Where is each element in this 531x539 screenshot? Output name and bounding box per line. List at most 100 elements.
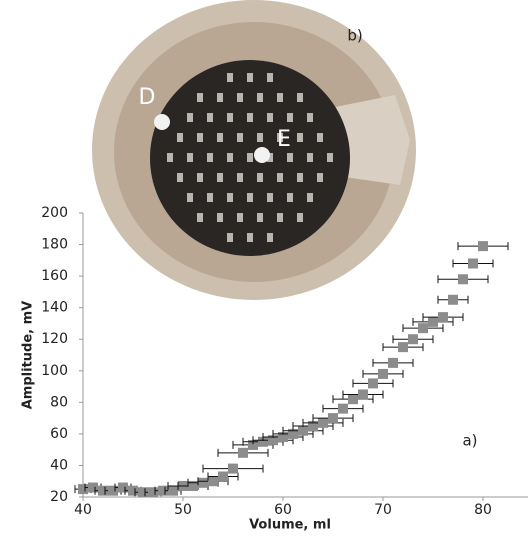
pin xyxy=(237,93,243,102)
marker xyxy=(418,323,428,334)
pin xyxy=(177,133,183,142)
pin xyxy=(197,173,203,182)
marker xyxy=(238,447,248,458)
pin xyxy=(177,173,183,182)
pin xyxy=(277,213,283,222)
pin xyxy=(287,113,293,122)
marker xyxy=(278,432,288,443)
marker xyxy=(218,471,228,482)
pin xyxy=(287,193,293,202)
x-tick-label: 80 xyxy=(474,502,492,518)
y-tick-label: 40 xyxy=(50,457,68,473)
pin xyxy=(257,173,263,182)
marker xyxy=(398,342,408,353)
pin xyxy=(207,193,213,202)
y-tick-label: 120 xyxy=(41,331,68,347)
marker xyxy=(108,485,118,496)
marker xyxy=(88,482,98,493)
pin xyxy=(227,73,233,82)
marker xyxy=(128,485,138,496)
pin xyxy=(277,93,283,102)
marker xyxy=(348,394,358,405)
pin xyxy=(307,113,313,122)
marker xyxy=(168,485,178,496)
pin xyxy=(237,173,243,182)
y-axis-label: Amplitude, mV xyxy=(21,301,36,410)
marker xyxy=(228,463,238,474)
x-axis-label: Volume, ml xyxy=(249,518,331,533)
pin xyxy=(197,133,203,142)
pin xyxy=(267,193,273,202)
pin xyxy=(197,93,203,102)
x-tick-label: 60 xyxy=(274,502,292,518)
y-tick-label: 200 xyxy=(41,205,68,221)
pin xyxy=(267,73,273,82)
x-tick-label: 40 xyxy=(74,502,92,518)
pins xyxy=(167,73,333,242)
pin xyxy=(257,213,263,222)
panel-label: b) xyxy=(347,27,362,45)
pin xyxy=(217,93,223,102)
pin xyxy=(257,133,263,142)
pin xyxy=(237,213,243,222)
pin xyxy=(267,233,273,242)
pin xyxy=(167,153,173,162)
y-tick-label: 160 xyxy=(41,268,68,284)
marker xyxy=(188,480,198,491)
marker xyxy=(148,487,158,498)
marker xyxy=(378,368,388,379)
marker xyxy=(438,312,448,323)
y-tick-label: 60 xyxy=(50,426,68,442)
marker xyxy=(458,274,468,285)
marker xyxy=(258,436,268,447)
pin xyxy=(247,233,253,242)
marker xyxy=(468,258,478,269)
marker xyxy=(158,485,168,496)
pin xyxy=(287,153,293,162)
marker xyxy=(478,241,488,252)
marker xyxy=(248,439,258,450)
pin xyxy=(237,133,243,142)
marker xyxy=(138,487,148,498)
point-d xyxy=(154,114,170,130)
marker xyxy=(408,334,418,345)
marker xyxy=(208,476,218,487)
point-e xyxy=(254,147,270,163)
pin xyxy=(297,133,303,142)
y-tick-label: 20 xyxy=(50,489,68,505)
pin xyxy=(217,133,223,142)
marker xyxy=(308,421,318,431)
pin xyxy=(207,153,213,162)
marker xyxy=(388,357,398,368)
y-tick-label: 180 xyxy=(41,237,68,253)
pin xyxy=(267,113,273,122)
pin xyxy=(277,133,283,142)
marker xyxy=(328,413,338,424)
pin xyxy=(307,153,313,162)
pin xyxy=(307,193,313,202)
marker xyxy=(198,477,208,488)
pin xyxy=(277,173,283,182)
pin xyxy=(227,233,233,242)
point-label: E xyxy=(277,127,291,152)
device-photo: D E b) xyxy=(92,0,416,300)
pin xyxy=(317,173,323,182)
pin xyxy=(187,193,193,202)
point-label: D xyxy=(139,85,156,110)
pin xyxy=(227,153,233,162)
pin xyxy=(247,73,253,82)
pin xyxy=(207,113,213,122)
y-tick-label: 140 xyxy=(41,300,68,316)
x-tick-label: 50 xyxy=(174,502,192,518)
pin xyxy=(247,153,253,162)
marker xyxy=(78,484,88,495)
pin xyxy=(267,153,273,162)
pin xyxy=(327,153,333,162)
marker xyxy=(268,435,278,446)
marker xyxy=(368,378,378,389)
marker xyxy=(98,485,108,496)
pin xyxy=(227,113,233,122)
pin xyxy=(247,193,253,202)
pin xyxy=(187,113,193,122)
